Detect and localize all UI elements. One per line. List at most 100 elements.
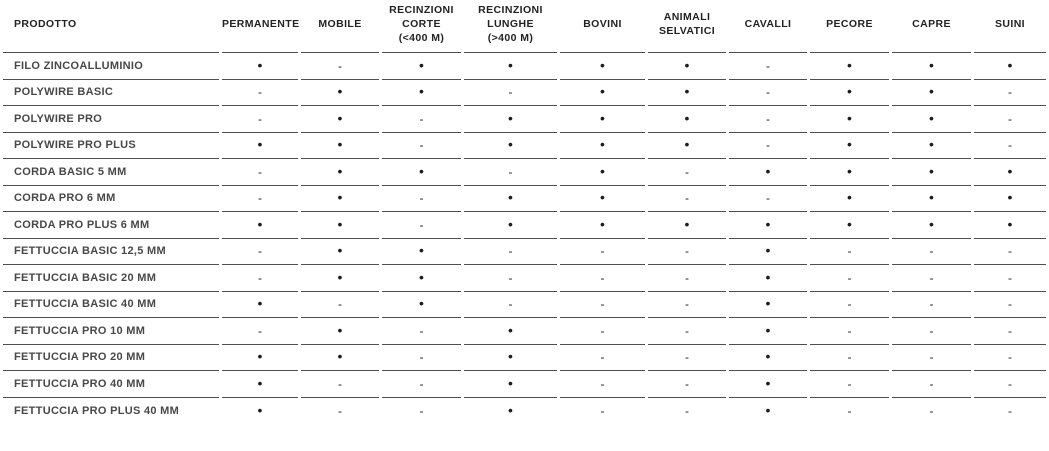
availability-cell: - xyxy=(301,292,379,318)
column-header-suini: SUINI xyxy=(974,0,1046,53)
dash-icon: - xyxy=(1008,350,1012,365)
dash-icon: - xyxy=(1008,323,1012,338)
table-row: POLYWIRE PRO - • - • • • - • • - xyxy=(3,106,1046,133)
dash-icon: - xyxy=(258,164,262,179)
dash-icon: - xyxy=(1008,111,1012,126)
product-name-cell: FETTUCCIA BASIC 40 MM xyxy=(3,292,219,318)
product-name-cell: FETTUCCIA PRO 10 MM xyxy=(3,318,219,345)
dash-icon: - xyxy=(338,58,342,73)
dot-icon: • xyxy=(508,215,513,232)
availability-cell: - xyxy=(382,106,461,133)
dash-icon: - xyxy=(258,244,262,259)
dash-icon: - xyxy=(766,138,770,153)
dot-icon: • xyxy=(765,242,771,259)
dot-icon: • xyxy=(600,83,605,100)
dash-icon: - xyxy=(685,403,689,418)
dot-icon: • xyxy=(419,268,424,285)
column-header-recinzioni: RECINZIONI CORTE (<400 M) xyxy=(382,0,461,53)
availability-cell: • xyxy=(464,186,557,212)
availability-cell: • xyxy=(301,106,379,133)
dot-icon: • xyxy=(765,401,771,418)
availability-cell: • xyxy=(301,318,379,345)
dash-icon: - xyxy=(419,191,424,206)
availability-cell: • xyxy=(560,80,645,106)
dot-icon: • xyxy=(600,109,605,126)
dot-icon: • xyxy=(1007,162,1013,179)
availability-cell: • xyxy=(729,292,807,318)
dot-icon: • xyxy=(337,136,343,153)
availability-cell: • xyxy=(892,159,971,186)
dash-icon: - xyxy=(766,85,770,100)
availability-cell: - xyxy=(810,398,889,425)
dot-icon: • xyxy=(600,136,605,153)
availability-cell: • xyxy=(974,212,1046,239)
availability-cell: - xyxy=(810,345,889,371)
availability-cell: • xyxy=(301,212,379,239)
availability-cell: • xyxy=(810,186,889,212)
availability-cell: - xyxy=(810,239,889,265)
column-header-permanente: PERMANENTE xyxy=(222,0,299,53)
dot-icon: • xyxy=(600,189,605,206)
availability-cell: - xyxy=(222,239,298,265)
dash-icon: - xyxy=(685,164,689,179)
availability-cell: • xyxy=(810,106,889,133)
table-row: CORDA PRO 6 MM - • - • • - - • • • xyxy=(3,186,1046,212)
dot-icon: • xyxy=(337,268,343,285)
dash-icon: - xyxy=(929,376,934,391)
availability-cell: • xyxy=(892,133,971,159)
table-row: FETTUCCIA PRO 20 MM • • - • - - • - - - xyxy=(3,345,1046,371)
header-row: PRODOTTO PERMANENTE MOBILE RECINZIONI CORTE… xyxy=(3,0,1046,53)
product-name-cell: FILO ZINCOALLUMINIO xyxy=(3,53,219,80)
availability-cell: • xyxy=(560,186,645,212)
availability-cell: • xyxy=(810,80,889,106)
dash-icon: - xyxy=(338,376,342,391)
dot-icon: • xyxy=(929,162,934,179)
table-row: FETTUCCIA PRO 10 MM - • - • - - • - - - xyxy=(3,318,1046,345)
availability-cell: - xyxy=(560,345,645,371)
dot-icon: • xyxy=(929,83,934,100)
availability-cell: - xyxy=(974,371,1046,398)
dot-icon: • xyxy=(257,136,263,153)
availability-cell: • xyxy=(892,212,971,239)
availability-cell: - xyxy=(382,212,461,239)
dot-icon: • xyxy=(257,215,263,232)
availability-cell: - xyxy=(892,318,971,345)
dash-icon: - xyxy=(600,244,605,259)
availability-cell: • xyxy=(301,345,379,371)
availability-cell: - xyxy=(222,106,298,133)
availability-cell: • xyxy=(648,53,726,80)
availability-cell: - xyxy=(810,371,889,398)
availability-cell: • xyxy=(729,265,807,292)
availability-cell: • xyxy=(222,53,298,80)
availability-cell: • xyxy=(301,133,379,159)
dot-icon: • xyxy=(337,162,343,179)
dash-icon: - xyxy=(600,323,605,338)
dot-icon: • xyxy=(257,401,263,418)
dash-icon: - xyxy=(929,403,934,418)
availability-cell: - xyxy=(648,398,726,425)
availability-cell: - xyxy=(729,106,807,133)
dash-icon: - xyxy=(600,270,605,285)
dash-icon: - xyxy=(600,350,605,365)
dot-icon: • xyxy=(419,295,424,312)
dot-icon: • xyxy=(337,109,343,126)
dot-icon: • xyxy=(257,295,263,312)
dot-icon: • xyxy=(765,321,771,338)
dot-icon: • xyxy=(337,189,343,206)
availability-cell: • xyxy=(729,159,807,186)
availability-cell: - xyxy=(560,371,645,398)
availability-cell: • xyxy=(560,133,645,159)
dot-icon: • xyxy=(257,56,263,73)
dot-icon: • xyxy=(847,136,852,153)
availability-cell: • xyxy=(222,371,298,398)
availability-cell: • xyxy=(560,212,645,239)
availability-cell: • xyxy=(892,53,971,80)
availability-cell: • xyxy=(892,80,971,106)
column-header-cavalli: CAVALLI xyxy=(729,0,807,53)
dash-icon: - xyxy=(685,376,689,391)
availability-cell: - xyxy=(648,345,726,371)
product-comparison-table: PRODOTTO PERMANENTE MOBILE RECINZIONI CORTE… xyxy=(3,0,1046,425)
availability-cell: • xyxy=(729,371,807,398)
dash-icon: - xyxy=(929,270,934,285)
